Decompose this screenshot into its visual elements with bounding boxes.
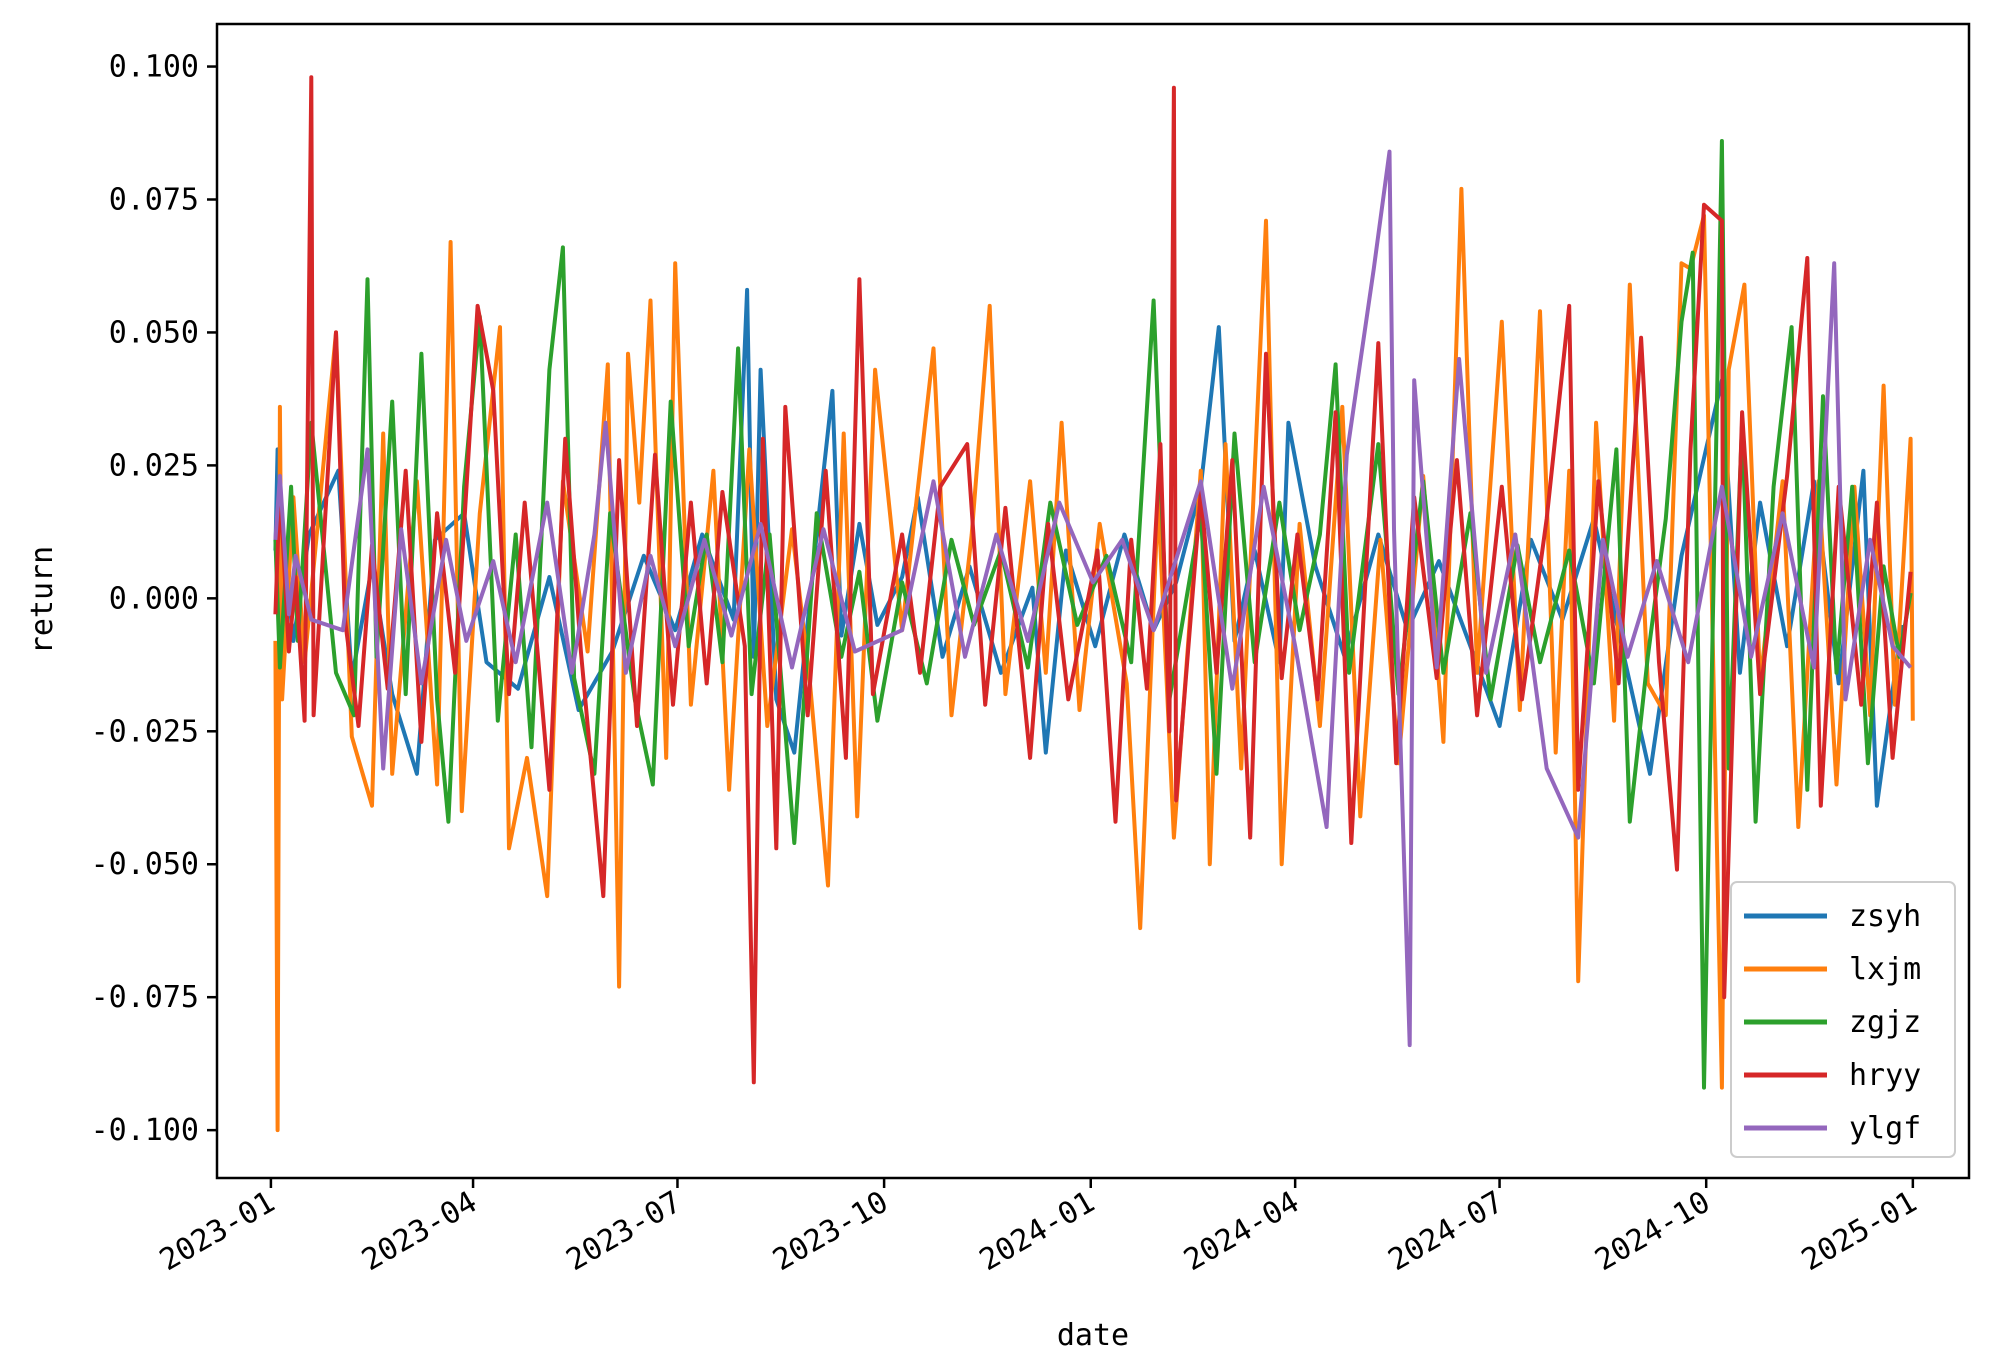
legend-label-zsyh: zsyh: [1849, 899, 1921, 934]
x-tick-label: 2024-10: [1589, 1185, 1716, 1279]
x-tick-label: 2025-01: [1796, 1185, 1923, 1279]
x-tick-label: 2023-04: [356, 1185, 483, 1279]
x-tick-label: 2024-07: [1383, 1185, 1510, 1279]
y-tick-label: 0.000: [109, 581, 199, 616]
y-tick-label: -0.025: [91, 714, 199, 749]
legend-label-ylgf: ylgf: [1849, 1111, 1921, 1146]
series-line-ylgf: [273, 149, 1913, 1048]
x-tick-label: 2024-04: [1178, 1185, 1305, 1279]
x-tick-label: 2023-01: [154, 1185, 281, 1279]
x-tick-label: 2024-01: [974, 1185, 1101, 1279]
y-tick-label: 0.100: [109, 50, 199, 85]
legend-label-hryy: hryy: [1849, 1058, 1921, 1093]
legend: zsyh lxjm zgjz hryy ylgf: [1730, 881, 1956, 1158]
x-tick-label: 2023-07: [560, 1185, 687, 1279]
y-tick-label: 0.050: [109, 315, 199, 350]
x-tick-label: 2023-10: [767, 1185, 894, 1279]
series-line-zgjz: [273, 139, 1913, 1090]
y-tick-label: -0.050: [91, 847, 199, 882]
x-axis-label: date: [1057, 1318, 1129, 1353]
y-axis: 0.100 0.075 0.050 0.025 0.000 -0.025 -0.050 -0.…: [91, 50, 217, 1148]
y-tick-label: 0.075: [109, 182, 199, 217]
legend-label-lxjm: lxjm: [1849, 952, 1921, 987]
legend-box: [1730, 881, 1956, 1158]
series-line-lxjm: [273, 186, 1915, 1133]
y-axis-label: return: [25, 546, 60, 654]
plot-frame: [215, 22, 1971, 1180]
y-tick-label: -0.100: [91, 1113, 199, 1148]
legend-label-zgjz: zgjz: [1849, 1005, 1921, 1040]
series-line-hryy: [273, 75, 1913, 1085]
y-tick-label: 0.025: [109, 448, 199, 483]
series-layer: [273, 75, 1915, 1133]
x-axis: 2023-01 2023-04 2023-07 2023-10 2024-01 2024-…: [154, 1178, 1923, 1278]
series-line-zsyh: [273, 287, 1904, 808]
y-tick-label: -0.075: [91, 980, 199, 1015]
